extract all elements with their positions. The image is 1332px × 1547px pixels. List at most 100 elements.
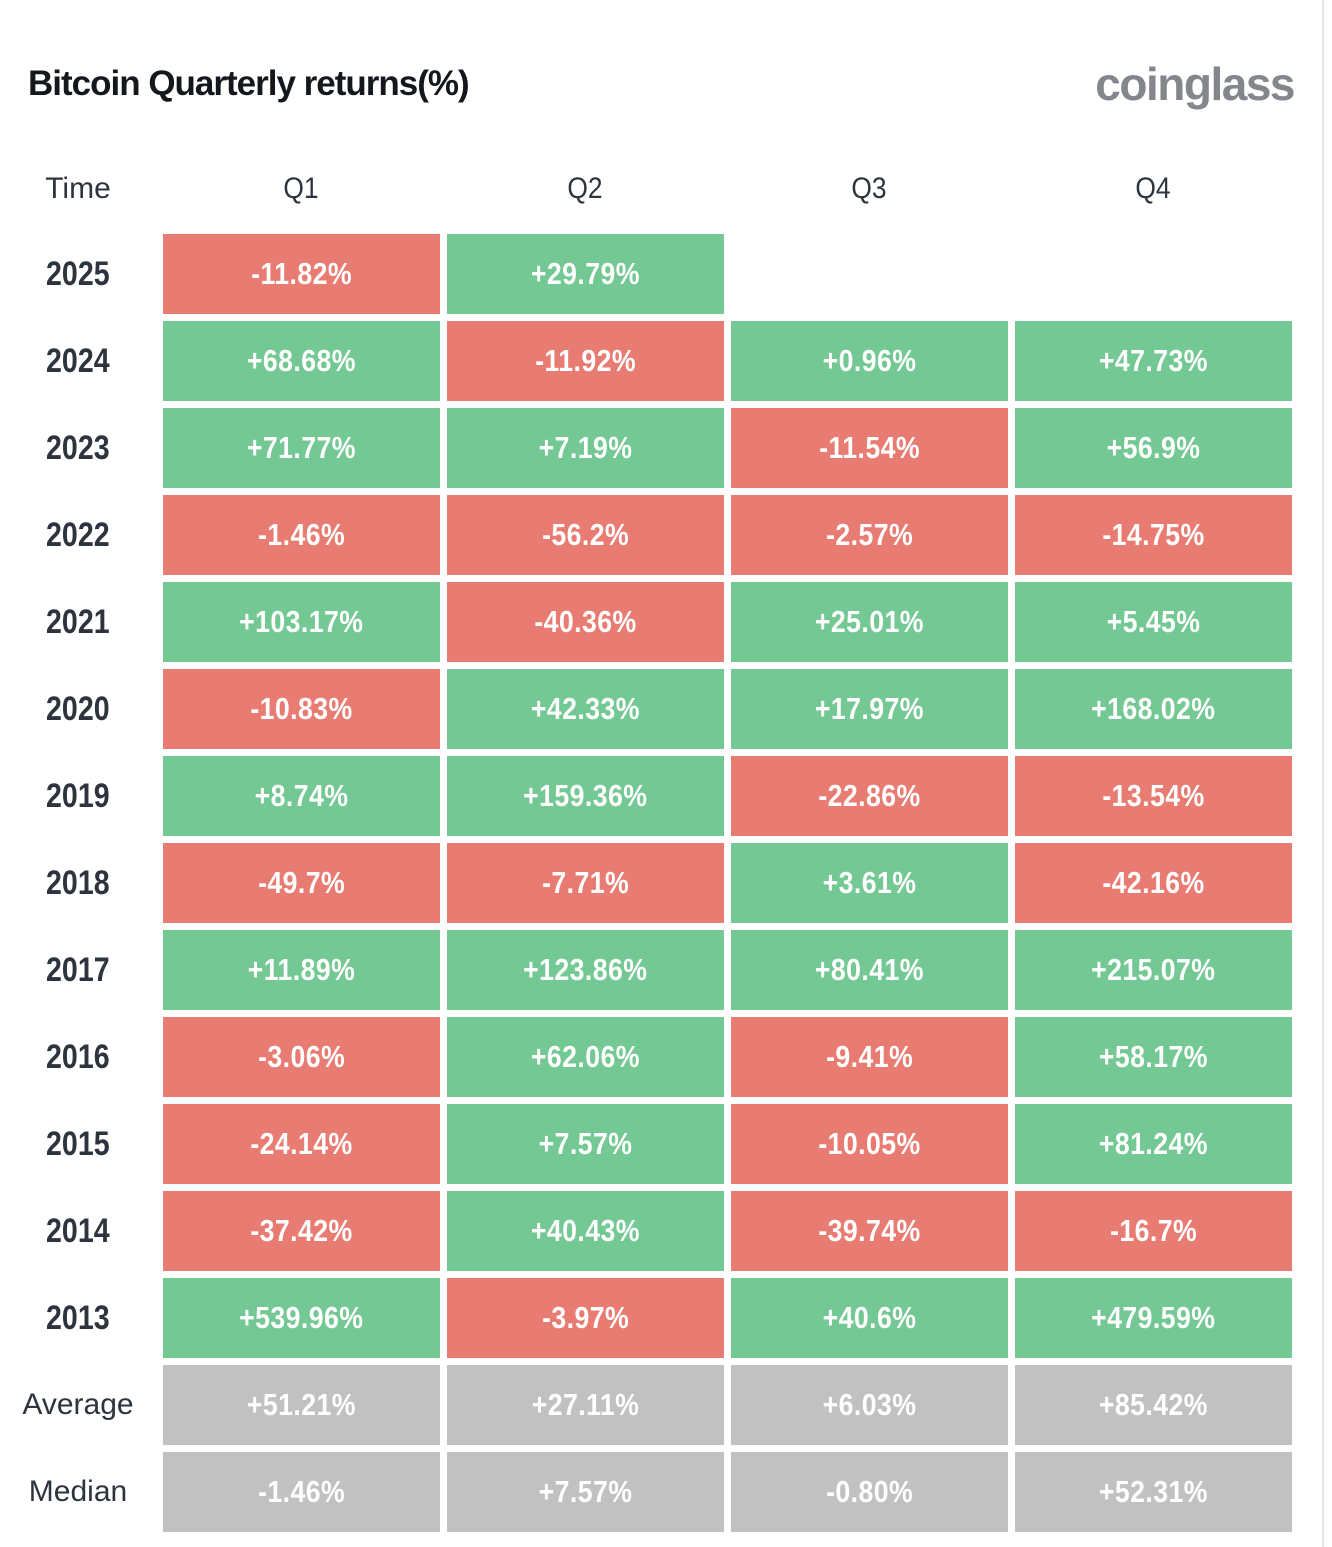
return-value: +3.61% — [822, 865, 917, 900]
return-value: -1.46% — [257, 1474, 346, 1509]
table-row-2020: 2020 -10.83% +42.33% +17.97% +168.02% — [0, 669, 1332, 749]
return-value: +85.42% — [1098, 1387, 1209, 1422]
return-cell: +52.31% — [1015, 1452, 1292, 1532]
row-label: 2015 — [0, 1104, 156, 1184]
return-value: -9.41% — [825, 1039, 914, 1074]
return-cell: +103.17% — [163, 582, 440, 662]
table-row-2021: 2021 +103.17% -40.36% +25.01% +5.45% — [0, 582, 1332, 662]
return-cell: +8.74% — [163, 756, 440, 836]
return-cell: -3.06% — [163, 1017, 440, 1097]
column-header-q3-label: Q3 — [851, 172, 888, 205]
table-row-2013: 2013 +539.96% -3.97% +40.6% +479.59% — [0, 1278, 1332, 1358]
table-row-2016: 2016 -3.06% +62.06% -9.41% +58.17% — [0, 1017, 1332, 1097]
return-value: -3.97% — [541, 1300, 630, 1335]
return-cell: -22.86% — [731, 756, 1008, 836]
row-label: 2016 — [0, 1017, 156, 1097]
return-value: -13.54% — [1102, 778, 1205, 813]
return-value: +123.86% — [523, 952, 648, 987]
return-cell: -3.97% — [447, 1278, 724, 1358]
return-cell: -56.2% — [447, 495, 724, 575]
return-value: -11.82% — [251, 256, 352, 291]
row-label-text: Average — [22, 1388, 134, 1421]
row-label-text: 2019 — [46, 776, 110, 815]
row-label-text: 2013 — [46, 1298, 110, 1337]
table-row-2025: 2025 -11.82% +29.79% — [0, 234, 1332, 314]
row-label-text: 2018 — [46, 863, 110, 902]
return-cell: +25.01% — [731, 582, 1008, 662]
return-cell: +62.06% — [447, 1017, 724, 1097]
return-cell: +56.9% — [1015, 408, 1292, 488]
return-cell: -13.54% — [1015, 756, 1292, 836]
return-value: +68.68% — [246, 343, 357, 378]
return-value: +58.17% — [1098, 1039, 1209, 1074]
column-header-time: Time — [0, 168, 156, 210]
return-cell: +7.57% — [447, 1104, 724, 1184]
table-row-2019: 2019 +8.74% +159.36% -22.86% -13.54% — [0, 756, 1332, 836]
return-value: +52.31% — [1098, 1474, 1209, 1509]
return-cell: -0.80% — [731, 1452, 1008, 1532]
return-value: +5.45% — [1106, 604, 1201, 639]
row-label-text: 2016 — [46, 1037, 110, 1076]
return-cell: -7.71% — [447, 843, 724, 923]
return-cell: +29.79% — [447, 234, 724, 314]
return-cell-empty — [1015, 234, 1292, 314]
return-cell: -1.46% — [163, 1452, 440, 1532]
return-value: -3.06% — [257, 1039, 346, 1074]
return-cell: +11.89% — [163, 930, 440, 1010]
return-value: +51.21% — [246, 1387, 357, 1422]
return-value: +81.24% — [1098, 1126, 1209, 1161]
return-value: -22.86% — [818, 778, 921, 813]
return-cell: -11.92% — [447, 321, 724, 401]
return-value: +71.77% — [246, 430, 357, 465]
return-value: +11.89% — [247, 952, 356, 987]
column-header-row: Time Q1 Q2 Q3 Q4 — [0, 168, 1332, 210]
return-value: -56.2% — [541, 517, 630, 552]
coinglass-logo[interactable]: coinglass — [1095, 58, 1295, 110]
row-label: 2013 — [0, 1278, 156, 1358]
return-value: +27.11% — [531, 1387, 640, 1422]
return-cell: -39.74% — [731, 1191, 1008, 1271]
return-cell: -10.05% — [731, 1104, 1008, 1184]
return-cell: -16.7% — [1015, 1191, 1292, 1271]
return-cell: +0.96% — [731, 321, 1008, 401]
return-value: -7.71% — [541, 865, 630, 900]
return-cell: +40.43% — [447, 1191, 724, 1271]
row-label-text: 2021 — [46, 602, 110, 641]
return-value: +17.97% — [814, 691, 925, 726]
return-value: -1.46% — [257, 517, 346, 552]
return-cell: +42.33% — [447, 669, 724, 749]
return-cell: +123.86% — [447, 930, 724, 1010]
return-value: -0.80% — [825, 1474, 914, 1509]
return-value: +479.59% — [1091, 1300, 1216, 1335]
return-cell: +3.61% — [731, 843, 1008, 923]
return-value: +7.57% — [538, 1474, 633, 1509]
row-label-text: 2025 — [46, 254, 110, 293]
row-label-text: 2024 — [46, 341, 110, 380]
return-cell: -40.36% — [447, 582, 724, 662]
return-value: +7.19% — [538, 430, 633, 465]
return-value: -16.7% — [1109, 1213, 1198, 1248]
return-value: -39.74% — [818, 1213, 921, 1248]
return-cell: -11.54% — [731, 408, 1008, 488]
return-value: -37.42% — [250, 1213, 353, 1248]
return-value: +29.79% — [530, 256, 641, 291]
return-value: +47.73% — [1098, 343, 1209, 378]
return-value: +40.6% — [822, 1300, 917, 1335]
row-label-text: 2015 — [46, 1124, 110, 1163]
return-cell: -24.14% — [163, 1104, 440, 1184]
row-label: 2024 — [0, 321, 156, 401]
return-value: +8.74% — [254, 778, 349, 813]
return-value: +7.57% — [538, 1126, 633, 1161]
row-label: 2025 — [0, 234, 156, 314]
return-value: -14.75% — [1102, 517, 1205, 552]
return-cell: -14.75% — [1015, 495, 1292, 575]
return-cell: +6.03% — [731, 1365, 1008, 1445]
row-label: 2014 — [0, 1191, 156, 1271]
return-cell: -2.57% — [731, 495, 1008, 575]
return-cell: +71.77% — [163, 408, 440, 488]
return-cell: +85.42% — [1015, 1365, 1292, 1445]
row-label: 2017 — [0, 930, 156, 1010]
column-header-q2-label: Q2 — [567, 172, 604, 205]
column-header-q2: Q2 — [447, 168, 724, 210]
return-cell: +168.02% — [1015, 669, 1292, 749]
